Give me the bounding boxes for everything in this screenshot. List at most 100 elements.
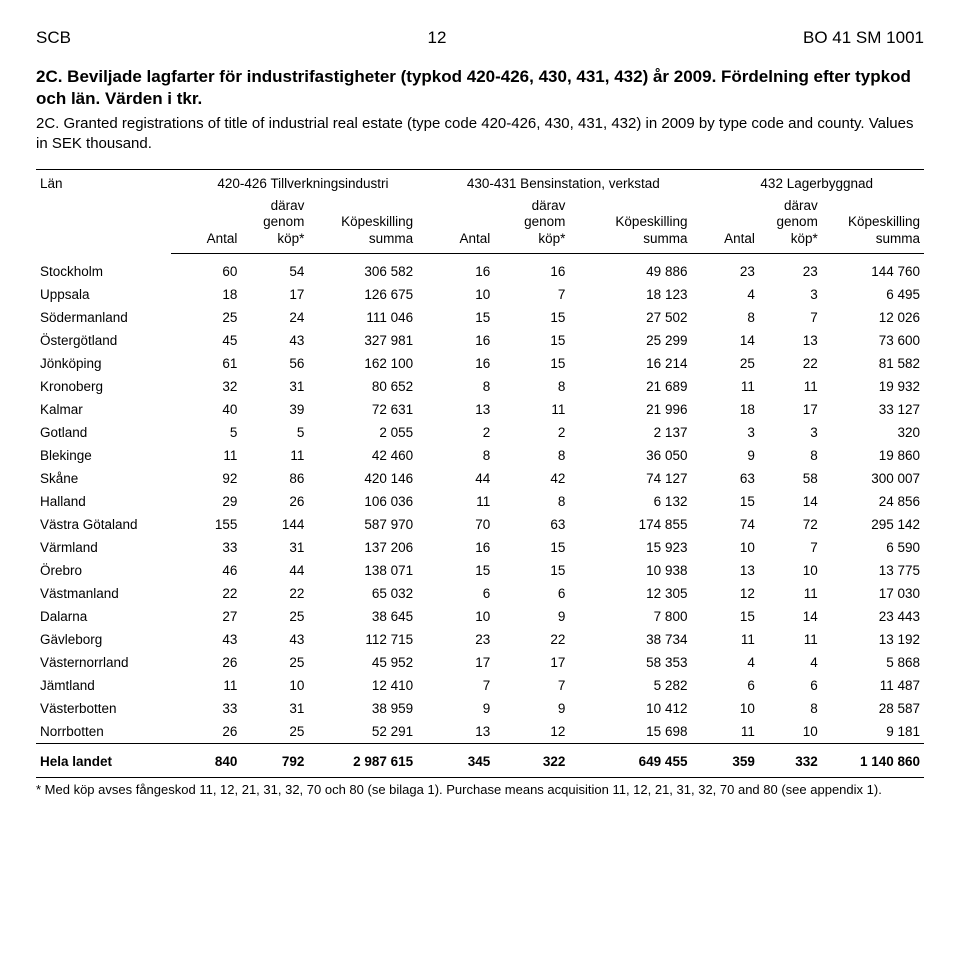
row-value [691, 628, 709, 651]
row-value: 23 [435, 628, 494, 651]
row-value: 13 775 [822, 559, 924, 582]
row-value [691, 720, 709, 744]
row-value [417, 697, 435, 720]
row-value: 25 299 [569, 329, 691, 352]
row-value: 13 [435, 720, 494, 744]
row-value: 7 [435, 674, 494, 697]
row-value: 15 [435, 559, 494, 582]
row-value: 6 590 [822, 536, 924, 559]
row-value: 25 [709, 352, 758, 375]
row-label: Södermanland [36, 306, 171, 329]
row-value: 25 [241, 651, 308, 674]
row-value: 15 [709, 490, 758, 513]
sub-darav-1: därav genom köp* [494, 195, 569, 253]
row-value: 12 [494, 720, 569, 744]
total-value: 1 140 860 [822, 743, 924, 777]
row-value: 6 [759, 674, 822, 697]
row-value [691, 582, 709, 605]
row-value: 31 [241, 536, 308, 559]
row-value [417, 720, 435, 744]
row-value: 54 [241, 253, 308, 283]
row-value: 10 412 [569, 697, 691, 720]
row-value: 42 [494, 467, 569, 490]
row-value: 38 645 [308, 605, 417, 628]
row-value: 2 055 [308, 421, 417, 444]
row-value: 43 [189, 628, 242, 651]
row-value: 73 600 [822, 329, 924, 352]
row-value: 6 [494, 582, 569, 605]
sub-kopesk-1: Köpeskilling summa [569, 195, 691, 253]
row-label: Norrbotten [36, 720, 171, 744]
row-value: 22 [241, 582, 308, 605]
row-value: 92 [189, 467, 242, 490]
row-value: 15 [494, 536, 569, 559]
row-value [171, 467, 189, 490]
row-value: 63 [709, 467, 758, 490]
row-value: 300 007 [822, 467, 924, 490]
row-value: 70 [435, 513, 494, 536]
row-value [691, 490, 709, 513]
row-value: 14 [759, 605, 822, 628]
row-value: 11 [709, 720, 758, 744]
row-value: 15 [494, 559, 569, 582]
row-value: 15 698 [569, 720, 691, 744]
table-row: Södermanland2524111 046151527 5028712 02… [36, 306, 924, 329]
row-value: 9 [435, 697, 494, 720]
row-value: 137 206 [308, 536, 417, 559]
row-value: 5 [189, 421, 242, 444]
row-label: Skåne [36, 467, 171, 490]
table-row: Västerbotten333138 9599910 41210828 587 [36, 697, 924, 720]
page-header: SCB 12 BO 41 SM 1001 [36, 28, 924, 48]
row-value: 6 495 [822, 283, 924, 306]
row-value: 40 [189, 398, 242, 421]
row-value: 11 [435, 490, 494, 513]
row-value: 27 [189, 605, 242, 628]
row-value: 72 [759, 513, 822, 536]
row-value [691, 513, 709, 536]
row-value: 6 132 [569, 490, 691, 513]
row-value [171, 375, 189, 398]
row-value: 8 [494, 444, 569, 467]
row-value: 10 [709, 536, 758, 559]
row-value: 25 [241, 720, 308, 744]
row-value: 23 [709, 253, 758, 283]
row-value [171, 559, 189, 582]
row-value: 25 [241, 605, 308, 628]
row-value: 15 [709, 605, 758, 628]
row-value: 12 410 [308, 674, 417, 697]
row-value: 126 675 [308, 283, 417, 306]
row-value: 58 353 [569, 651, 691, 674]
row-value: 16 [435, 536, 494, 559]
row-value: 6 [709, 674, 758, 697]
row-value: 3 [709, 421, 758, 444]
row-value: 106 036 [308, 490, 417, 513]
row-value [417, 605, 435, 628]
row-value: 5 282 [569, 674, 691, 697]
row-value: 60 [189, 253, 242, 283]
row-value [171, 398, 189, 421]
row-value: 5 868 [822, 651, 924, 674]
row-value: 21 689 [569, 375, 691, 398]
row-value: 45 952 [308, 651, 417, 674]
row-value: 9 181 [822, 720, 924, 744]
row-value: 17 [241, 283, 308, 306]
row-value [171, 582, 189, 605]
row-value: 16 [494, 253, 569, 283]
row-value [171, 253, 189, 283]
row-value: 138 071 [308, 559, 417, 582]
row-value: 28 587 [822, 697, 924, 720]
row-value: 18 [709, 398, 758, 421]
row-value: 49 886 [569, 253, 691, 283]
row-value [417, 490, 435, 513]
row-value [171, 352, 189, 375]
group-0: 420-426 Tillverkningsindustri [189, 170, 418, 196]
total-value: 332 [759, 743, 822, 777]
row-value: 38 734 [569, 628, 691, 651]
row-value: 320 [822, 421, 924, 444]
row-value: 43 [241, 329, 308, 352]
table-row: Uppsala1817126 67510718 123436 495 [36, 283, 924, 306]
table-row: Västernorrland262545 952171758 353445 86… [36, 651, 924, 674]
row-value: 12 305 [569, 582, 691, 605]
row-value [417, 628, 435, 651]
row-label: Dalarna [36, 605, 171, 628]
